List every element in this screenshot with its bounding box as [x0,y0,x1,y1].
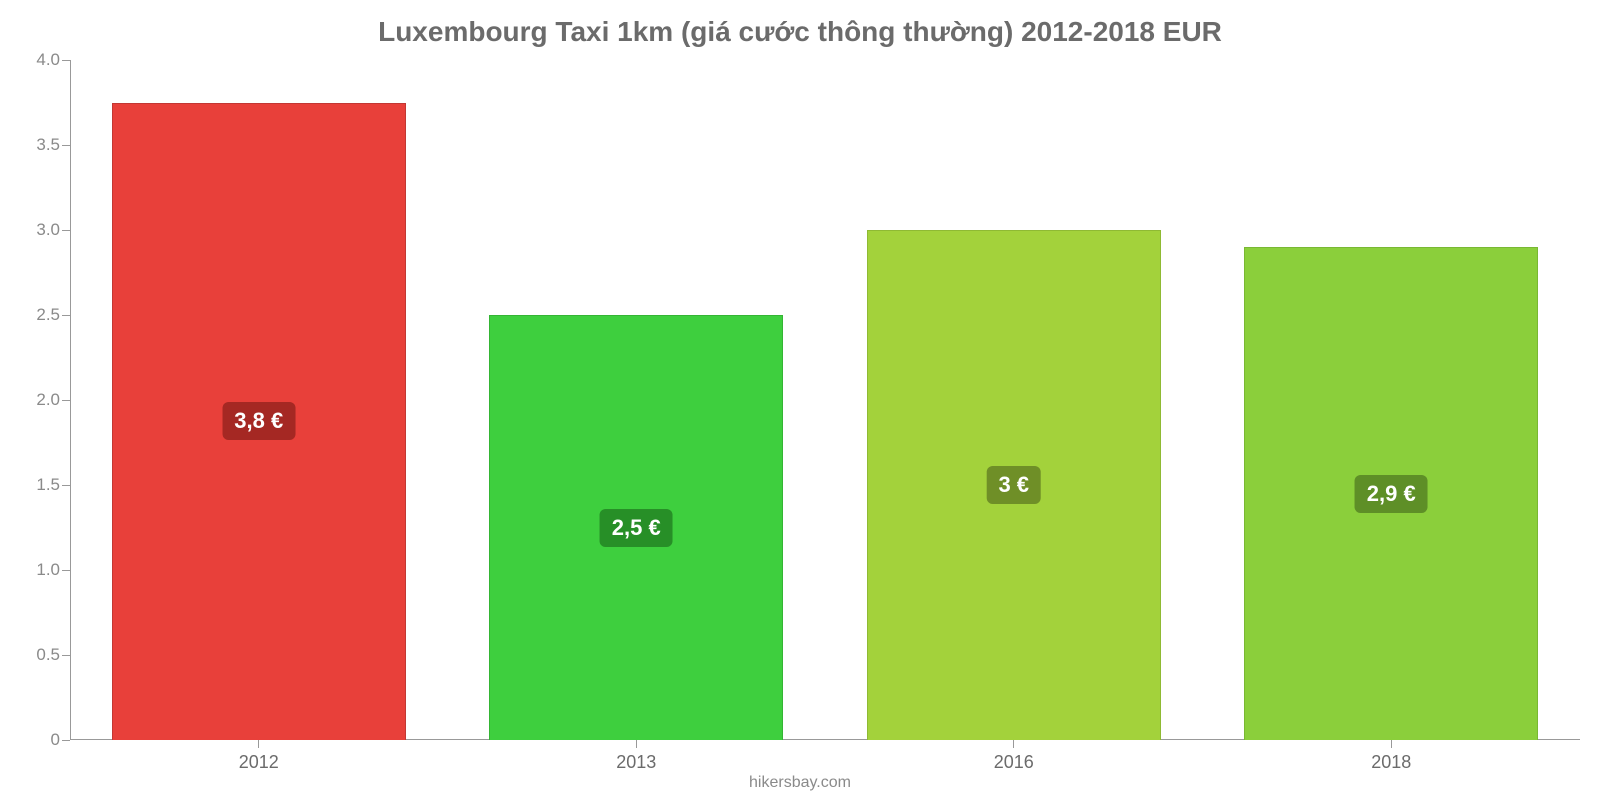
bar-value-badge: 3,8 € [222,402,295,440]
chart-title: Luxembourg Taxi 1km (giá cước thông thườ… [0,16,1600,48]
x-tick-label: 2013 [616,740,656,773]
y-tick-label: 2.0 [36,390,70,410]
y-tick-label: 3.0 [36,220,70,240]
y-tick-label: 4.0 [36,50,70,70]
y-tick-label: 0 [51,730,70,750]
taxi-price-chart: Luxembourg Taxi 1km (giá cước thông thườ… [0,0,1600,800]
y-tick-label: 1.0 [36,560,70,580]
x-tick-label: 2018 [1371,740,1411,773]
y-tick-label: 1.5 [36,475,70,495]
y-tick-label: 3.5 [36,135,70,155]
plot-area: 00.51.01.52.02.53.03.54.03,8 €20122,5 €2… [70,60,1580,740]
y-axis-line [70,60,71,740]
bar-value-badge: 2,5 € [600,509,673,547]
y-tick-label: 2.5 [36,305,70,325]
bar-value-badge: 2,9 € [1355,475,1428,513]
x-tick-label: 2016 [994,740,1034,773]
x-tick-label: 2012 [239,740,279,773]
y-tick-label: 0.5 [36,645,70,665]
chart-footer: hikersbay.com [0,774,1600,792]
bar-value-badge: 3 € [986,466,1041,504]
